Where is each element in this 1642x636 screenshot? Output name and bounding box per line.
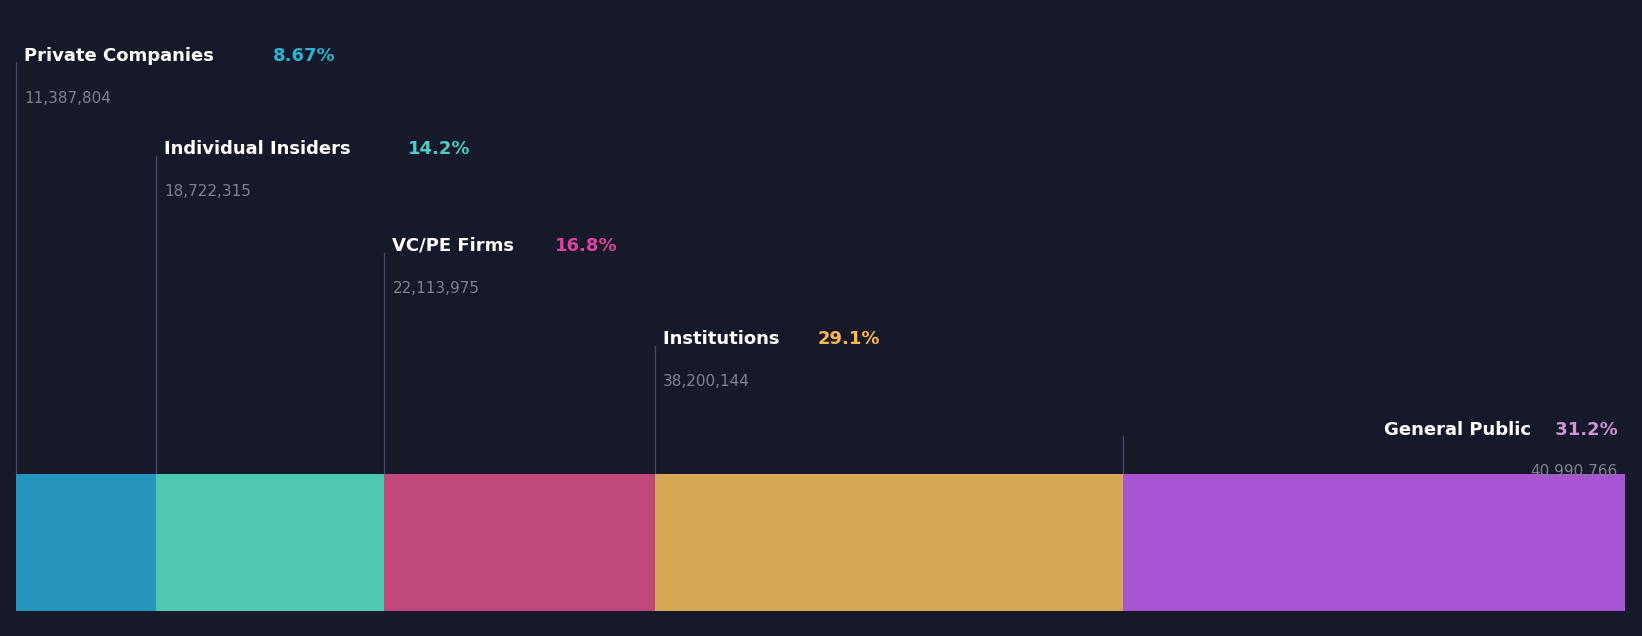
Text: 16.8%: 16.8% bbox=[555, 237, 617, 255]
Text: General Public: General Public bbox=[1384, 421, 1530, 439]
Text: VC/PE Firms: VC/PE Firms bbox=[392, 237, 521, 255]
Text: 8.67%: 8.67% bbox=[273, 47, 335, 65]
Text: 40,990,766: 40,990,766 bbox=[1530, 464, 1617, 480]
Bar bbox=[156, 474, 384, 611]
Bar bbox=[655, 474, 1123, 611]
Text: 38,200,144: 38,200,144 bbox=[663, 374, 750, 389]
Text: Institutions: Institutions bbox=[663, 331, 785, 349]
Text: 31.2%: 31.2% bbox=[1548, 421, 1617, 439]
Text: 11,387,804: 11,387,804 bbox=[25, 90, 112, 106]
Bar bbox=[384, 474, 655, 611]
Text: 22,113,975: 22,113,975 bbox=[392, 280, 479, 296]
Text: Private Companies: Private Companies bbox=[25, 47, 220, 65]
Text: 14.2%: 14.2% bbox=[407, 141, 470, 158]
Text: Individual Insiders: Individual Insiders bbox=[164, 141, 356, 158]
Text: 18,722,315: 18,722,315 bbox=[164, 184, 251, 199]
Bar bbox=[1123, 474, 1626, 611]
Bar bbox=[16, 474, 156, 611]
Text: 29.1%: 29.1% bbox=[818, 331, 880, 349]
